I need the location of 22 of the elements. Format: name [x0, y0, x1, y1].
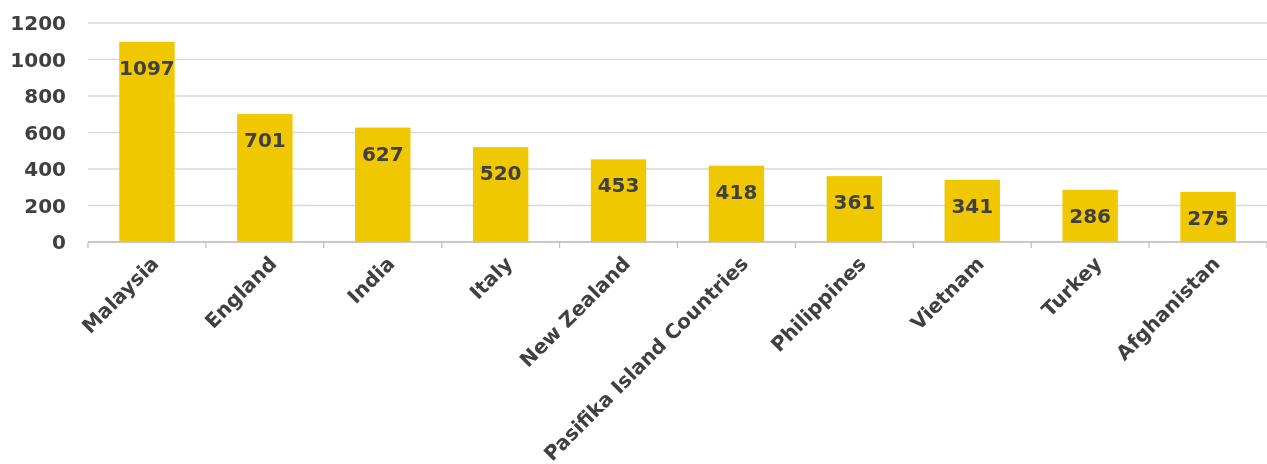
y-tick-label: 400: [24, 157, 66, 181]
y-tick-label: 200: [24, 193, 66, 218]
y-tick-label: 0: [52, 230, 66, 254]
y-tick-label: 800: [24, 84, 66, 108]
data-label: 1097: [119, 55, 175, 80]
bar: [472, 147, 529, 242]
data-label: 453: [597, 173, 640, 198]
bar: [355, 127, 411, 242]
data-label: 286: [1069, 203, 1112, 228]
bar: [119, 41, 175, 242]
bar: [237, 114, 293, 242]
data-label: 275: [1187, 205, 1229, 230]
data-label: 520: [479, 161, 522, 186]
data-label: 627: [361, 141, 404, 166]
y-tick-label: 1200: [10, 11, 66, 35]
data-label: 701: [243, 128, 286, 153]
data-label: 418: [715, 179, 758, 204]
data-label: 341: [951, 193, 994, 218]
y-tick-label: 1000: [10, 47, 66, 72]
bar: [590, 159, 647, 242]
data-label: 361: [833, 190, 876, 215]
y-tick-label: 600: [24, 120, 66, 145]
